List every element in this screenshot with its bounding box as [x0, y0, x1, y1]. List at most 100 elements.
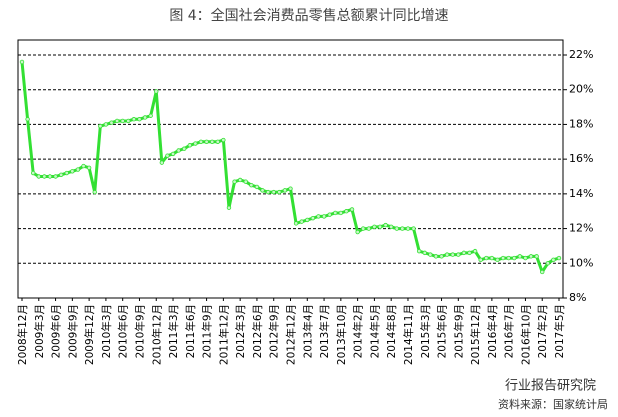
data-point	[400, 226, 405, 231]
x-tick-label: 2012年12月	[285, 304, 298, 365]
data-point	[361, 226, 366, 231]
data-point	[506, 255, 511, 261]
data-point	[182, 146, 187, 151]
data-point	[19, 59, 25, 65]
data-point	[467, 250, 472, 256]
data-point	[282, 188, 288, 193]
x-tick-label: 2012年6月	[251, 304, 264, 358]
x-tick-label: 2014年8月	[385, 304, 398, 358]
data-point	[327, 212, 332, 217]
y-tick-label: 8%	[569, 291, 586, 304]
x-tick-label: 2017年5月	[553, 304, 566, 358]
watermark: 行业报告研究院	[505, 379, 596, 394]
data-point	[53, 174, 58, 179]
x-tick-label: 2009年12月	[83, 304, 96, 365]
data-point	[86, 165, 92, 171]
x-tick-label: 2015年6月	[436, 304, 449, 358]
data-point	[209, 139, 215, 144]
data-point	[388, 224, 394, 230]
x-tick-label: 2010年3月	[100, 304, 113, 358]
data-point	[249, 182, 254, 188]
data-point	[30, 170, 36, 176]
x-tick-label: 2017年2月	[536, 304, 549, 358]
data-point	[47, 174, 53, 179]
data-point	[551, 257, 556, 263]
x-tick-label: 2016年10月	[519, 304, 532, 365]
x-tick-label: 2015年12月	[469, 304, 482, 365]
data-point	[25, 117, 30, 122]
data-point	[489, 255, 495, 261]
x-tick-label: 2011年9月	[201, 304, 214, 358]
data-point	[215, 139, 220, 144]
data-point	[316, 214, 321, 219]
x-tick-label: 2010年9月	[133, 304, 146, 358]
chart-title: 图 4：全国社会消费品零售总额累计同比增速	[169, 7, 448, 24]
data-point	[355, 229, 360, 235]
data-point	[36, 174, 41, 179]
data-point	[92, 189, 97, 195]
data-point	[277, 189, 282, 195]
data-point	[70, 169, 75, 174]
data-point	[154, 89, 159, 94]
data-point	[456, 252, 461, 257]
data-point	[103, 122, 109, 127]
x-tick-label: 2014年11月	[402, 304, 415, 365]
data-point	[394, 226, 399, 231]
y-tick-label: 22%	[569, 48, 593, 61]
data-line	[20, 61, 560, 274]
data-point	[254, 184, 260, 190]
data-point	[165, 153, 170, 158]
x-tick-label: 2016年4月	[486, 304, 499, 358]
data-point	[534, 254, 539, 259]
x-tick-label: 2012年3月	[234, 304, 247, 358]
data-point	[528, 254, 534, 259]
data-point	[137, 117, 142, 122]
data-point	[221, 137, 226, 143]
x-tick-label: 2009年3月	[33, 304, 46, 358]
y-tick-label: 14%	[569, 187, 593, 200]
y-tick-label: 10%	[569, 256, 593, 269]
data-point	[232, 179, 237, 184]
data-point	[148, 113, 153, 118]
data-point	[333, 210, 338, 216]
data-point	[288, 186, 293, 191]
data-point	[64, 170, 69, 176]
x-tick-label: 2013年7月	[318, 304, 331, 358]
data-point	[305, 217, 310, 223]
data-point	[58, 172, 64, 177]
data-point	[265, 189, 271, 195]
x-tick-label: 2016年7月	[503, 304, 516, 358]
data-point	[131, 117, 137, 122]
data-point	[187, 143, 193, 148]
data-point	[226, 205, 232, 210]
x-tick-label: 2013年4月	[301, 304, 314, 358]
x-tick-label: 2013年10月	[335, 304, 348, 365]
data-point	[422, 250, 427, 256]
data-point	[142, 115, 148, 120]
data-point	[159, 160, 165, 165]
data-point	[450, 252, 455, 257]
data-point	[176, 148, 181, 153]
data-point	[204, 139, 209, 144]
data-point	[433, 254, 439, 259]
y-tick-label: 18%	[569, 117, 593, 130]
x-tick-label: 2010年12月	[150, 304, 163, 365]
x-tick-label: 2010年6月	[117, 304, 130, 358]
data-point	[299, 219, 304, 224]
data-point	[98, 123, 103, 129]
data-point	[120, 118, 125, 124]
data-point	[461, 250, 467, 256]
data-point	[349, 207, 355, 212]
data-point	[109, 120, 114, 125]
data-point	[198, 139, 204, 144]
data-point	[260, 188, 265, 193]
data-point	[478, 257, 483, 263]
data-point	[545, 261, 551, 266]
data-point	[416, 248, 422, 254]
data-point	[500, 255, 506, 261]
data-point	[42, 174, 47, 179]
data-point	[321, 214, 327, 219]
data-point	[193, 141, 198, 146]
y-tick-label: 12%	[569, 222, 593, 235]
data-point	[271, 189, 276, 195]
